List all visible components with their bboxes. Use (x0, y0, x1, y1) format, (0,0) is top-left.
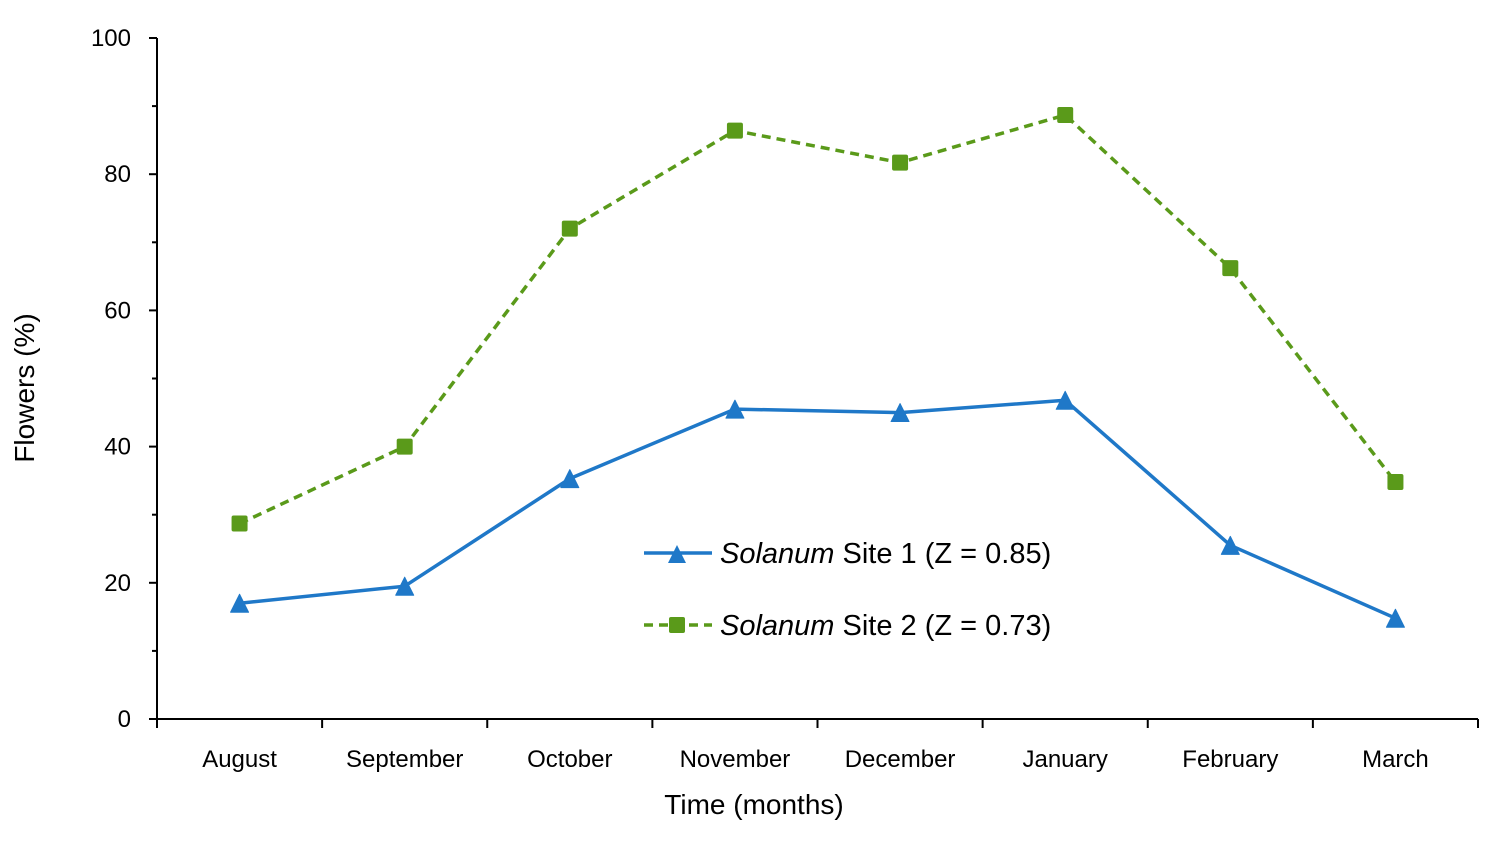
x-tick-label: September (346, 746, 463, 773)
legend-species-site-1: Solanum (720, 538, 834, 570)
legend-species-site-2: Solanum (720, 610, 834, 642)
data-point-site-2 (1387, 474, 1404, 491)
y-axis-ticks: 0 20 40 60 80 100 (91, 25, 157, 733)
x-axis-ticks: August September October November December Ja… (156, 719, 1479, 773)
y-tick-label: 80 (104, 161, 131, 188)
x-tick-label: October (527, 746, 612, 773)
y-tick-label: 0 (118, 706, 131, 733)
data-point-site-2 (1057, 106, 1074, 123)
data-point-site-2 (726, 122, 743, 139)
y-tick-label: 60 (104, 297, 131, 324)
data-point-site-1 (1385, 608, 1405, 628)
legend-marker-site-2 (669, 617, 685, 633)
legend-label-site-1: Solanum Site 1 (Z = 0.85) (720, 538, 1051, 570)
data-point-site-1 (890, 403, 910, 423)
legend-rest-site-1: Site 1 (Z = 0.85) (834, 538, 1051, 570)
legend-entry-site-1: Solanum Site 1 (Z = 0.85) (644, 538, 1051, 570)
x-tick-label: November (680, 746, 791, 773)
data-point-site-1 (1220, 535, 1240, 555)
data-point-site-2 (561, 220, 578, 237)
x-tick-label: March (1362, 746, 1429, 773)
y-axis-title: Flowers (%) (9, 313, 40, 462)
legend-marker-site-1 (668, 545, 686, 563)
x-tick-label: August (202, 746, 277, 773)
series-line-site-1 (239, 398, 1397, 620)
y-tick-label: 20 (104, 570, 131, 597)
data-point-site-2 (892, 154, 909, 171)
series-layer (230, 106, 1405, 628)
data-point-site-1 (1055, 390, 1075, 410)
x-tick-label: January (1022, 746, 1107, 773)
data-point-site-1 (560, 469, 580, 489)
data-point-site-1 (395, 576, 415, 596)
legend: Solanum Site 1 (Z = 0.85) Solanum Site 2… (644, 538, 1051, 642)
y-tick-label: 40 (104, 434, 131, 461)
y-tick-label: 100 (91, 25, 131, 52)
data-point-site-1 (230, 593, 250, 613)
series-line-site-2 (238, 113, 1397, 526)
data-point-site-1 (725, 399, 745, 419)
legend-entry-site-2: Solanum Site 2 (Z = 0.73) (644, 610, 1051, 642)
legend-rest-site-2: Site 2 (Z = 0.73) (834, 610, 1051, 642)
x-tick-label: February (1182, 746, 1278, 773)
data-point-site-2 (396, 438, 413, 455)
data-point-site-2 (231, 515, 248, 532)
data-point-site-2 (1222, 260, 1239, 277)
x-axis-title: Time (months) (664, 789, 843, 820)
x-tick-label: December (845, 746, 956, 773)
legend-label-site-2: Solanum Site 2 (Z = 0.73) (720, 610, 1051, 642)
